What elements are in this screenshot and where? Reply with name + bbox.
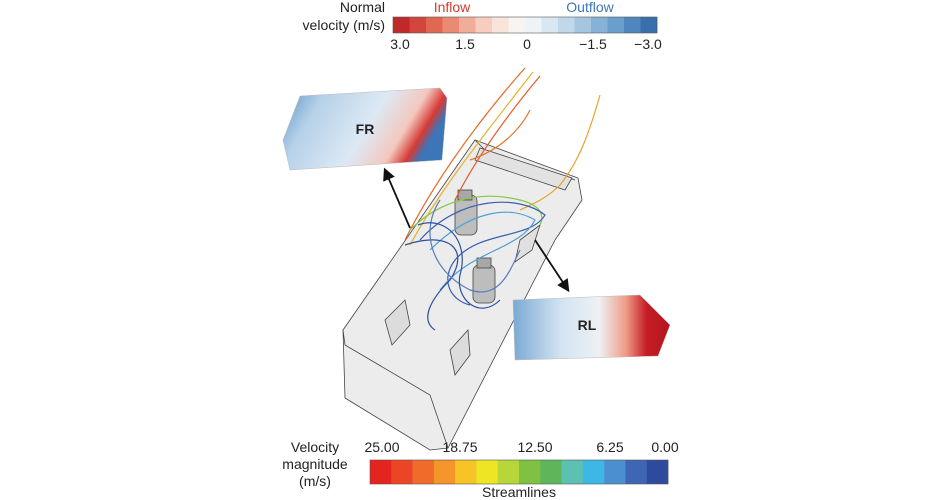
- colorbar-tick-label: −1.5: [579, 36, 607, 52]
- panel-label: FR: [356, 121, 375, 137]
- colorbar-swatch: [426, 17, 443, 33]
- colorbar-swatch: [625, 460, 648, 484]
- colorbar-swatch: [476, 460, 499, 484]
- rl-patch: [512, 294, 671, 361]
- colorbar-swatch: [561, 460, 584, 484]
- colorbar-swatch: [497, 460, 520, 484]
- colorbar-title: Normal: [340, 0, 385, 15]
- colorbar-swatch: [409, 17, 427, 33]
- outflow-label: Outflow: [566, 0, 614, 15]
- colorbar-swatch: [508, 17, 526, 33]
- colorbar-swatch: [574, 17, 592, 33]
- colorbar-swatch: [492, 17, 509, 33]
- colorbar-tick-label: −3.0: [634, 36, 662, 52]
- colorbar-swatches: [370, 460, 669, 484]
- colorbar-swatch: [459, 17, 476, 33]
- colorbar-frame: [369, 459, 669, 485]
- colorbar-swatch: [393, 17, 410, 33]
- arrow: [534, 239, 570, 293]
- colorbar-title: Velocity: [291, 439, 339, 455]
- colorbar-swatch: [582, 460, 605, 484]
- bottom-colorbar: Velocity magnitude (m/s) 25.00 18.75 12.50…: [282, 439, 679, 500]
- colorbar-tick-label: 12.50: [517, 439, 552, 455]
- colorbar-swatch: [412, 460, 435, 484]
- colorbar-swatch: [624, 17, 641, 33]
- colorbar-swatch: [475, 17, 493, 33]
- colorbar-tick-label: 3.0: [390, 36, 410, 52]
- colorbar-swatch: [541, 17, 559, 33]
- colorbar-title: (m/s): [299, 473, 331, 489]
- colorbar-swatch: [442, 17, 460, 33]
- colorbar-swatch: [607, 17, 625, 33]
- colorbar-tick-label: 6.25: [596, 439, 623, 455]
- inflow-label: Inflow: [434, 0, 471, 15]
- colorbar-swatch: [640, 17, 658, 33]
- colorbar-tick-label: 18.75: [442, 439, 477, 455]
- colorbar-swatch: [370, 460, 392, 484]
- colorbar-swatch: [519, 460, 541, 484]
- colorbar-tick-label: 25.00: [364, 439, 399, 455]
- colorbar-swatch: [558, 17, 575, 33]
- fr-patch: [282, 87, 448, 171]
- colorbar-title: velocity (m/s): [303, 17, 385, 33]
- colorbar-swatch: [604, 460, 626, 484]
- colorbar-caption: Streamlines: [482, 484, 556, 500]
- colorbar-tick-label: 1.5: [455, 36, 475, 52]
- panel-label: RL: [578, 317, 597, 333]
- colorbar-swatch: [433, 460, 456, 484]
- colorbar-swatch: [391, 460, 413, 484]
- streamlines: [404, 67, 601, 331]
- colorbar-tick-label: 0.00: [651, 439, 678, 455]
- top-colorbar: Normal velocity (m/s) Inflow Outflow 3.0…: [303, 0, 662, 52]
- arrow: [383, 167, 411, 229]
- colorbar-frame: [392, 16, 658, 34]
- colorbar-title: magnitude: [282, 456, 348, 472]
- colorbar-tick-label: 0: [523, 36, 531, 52]
- colorbar-swatch: [591, 17, 608, 33]
- colorbar-swatch: [525, 17, 542, 33]
- colorbar-swatches: [393, 17, 658, 33]
- colorbar-swatch: [540, 460, 562, 484]
- colorbar-swatch: [455, 460, 477, 484]
- colorbar-swatch: [646, 460, 669, 484]
